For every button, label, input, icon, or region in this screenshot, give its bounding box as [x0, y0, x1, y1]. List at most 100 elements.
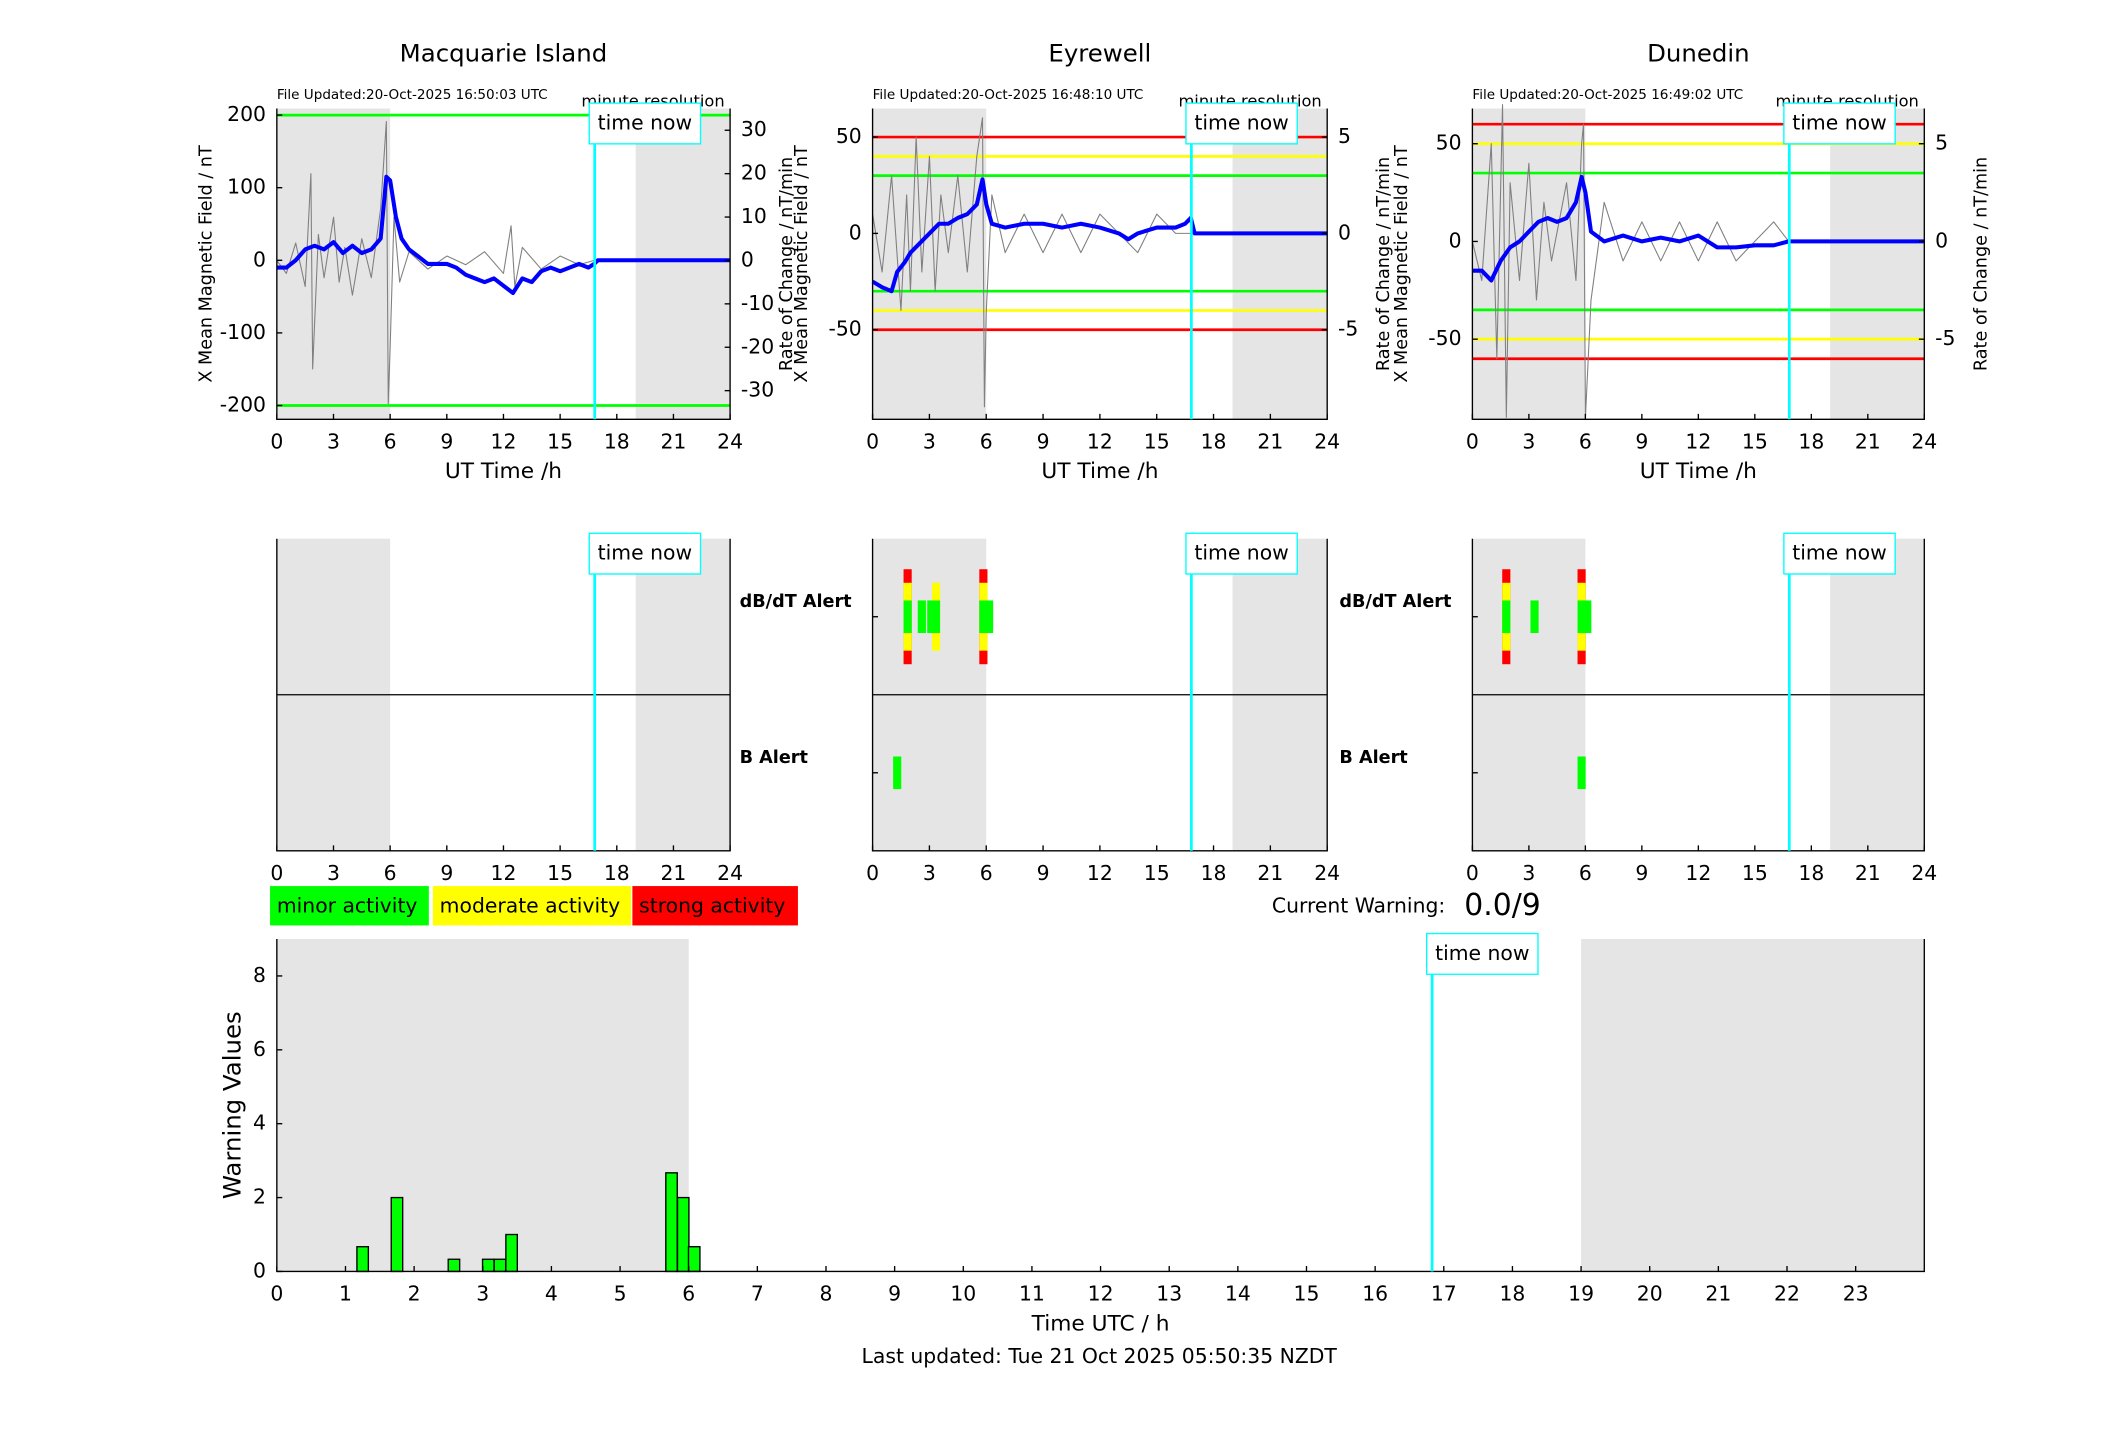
x-axis-label: Time UTC / h [1031, 1311, 1170, 1336]
y-tick-label: 50 [836, 124, 862, 148]
time-now-box [588, 532, 702, 575]
x-tick-label: 7 [751, 1282, 764, 1306]
x-tick-label: 3 [327, 861, 340, 885]
alert-label: dB/dT Alert [740, 592, 853, 612]
time-now-label: time now [598, 110, 692, 134]
y-tick-label: 0 [253, 247, 266, 271]
y-axis-label: X Mean Magnetic Field / nT [196, 145, 216, 383]
x-tick-label: 12 [491, 429, 517, 453]
x-tick-label: 0 [866, 861, 879, 885]
x-tick-label: 15 [547, 429, 573, 453]
y2-tick-label: 0 [1935, 228, 1948, 252]
y-axis-label: X Mean Magnetic Field / nT [1392, 145, 1412, 383]
bar [687, 1246, 701, 1273]
y-axis-label: X Mean Magnetic Field / nT [792, 145, 812, 383]
x-tick-label: 18 [1201, 429, 1227, 453]
time-now-label: time now [1792, 110, 1886, 134]
night-shade [1830, 108, 1925, 420]
legend-swatch [632, 886, 798, 926]
x-axis-label: UT Time /h [445, 459, 562, 484]
x-tick-label: 15 [1742, 429, 1768, 453]
x-tick-label: 21 [1855, 429, 1881, 453]
chart-title: Eyrewell [1048, 38, 1151, 67]
y2-tick-label: -20 [741, 334, 774, 358]
x-tick-label: 3 [923, 429, 936, 453]
x-tick-label: 12 [491, 861, 517, 885]
y2-tick-label: 10 [741, 204, 767, 228]
file-updated: File Updated:20-Oct-2025 16:48:10 UTC [873, 87, 1144, 103]
night-shade [635, 108, 731, 420]
x-tick-label: 13 [1156, 1282, 1182, 1306]
x-tick-label: 4 [545, 1282, 558, 1306]
x-tick-label: 3 [476, 1282, 489, 1306]
y2-tick-label: 20 [741, 161, 767, 185]
y-tick-label: 0 [253, 1258, 266, 1282]
chart-title: Dunedin [1647, 38, 1750, 67]
x-tick-label: 15 [1742, 861, 1768, 885]
y-tick-label: -50 [828, 317, 861, 341]
field-line [276, 174, 731, 295]
x-tick-label: 6 [384, 429, 397, 453]
alert-bar [917, 600, 926, 634]
rate-line [872, 117, 1191, 408]
y-tick-label: 8 [253, 963, 266, 987]
bar [493, 1258, 507, 1273]
y-tick-label: 6 [253, 1037, 266, 1061]
y-tick-label: 4 [253, 1111, 266, 1135]
x-tick-label: 6 [682, 1282, 695, 1306]
rate-line [1471, 104, 1790, 418]
x-tick-label: 0 [866, 429, 879, 453]
y-tick-label: -100 [220, 320, 266, 344]
x-tick-label: 9 [1635, 429, 1648, 453]
x-tick-label: 6 [1579, 861, 1592, 885]
x-tick-label: 1 [339, 1282, 352, 1306]
x-tick-label: 12 [1087, 861, 1113, 885]
x-tick-label: 6 [980, 861, 993, 885]
x-tick-label: 3 [1522, 429, 1535, 453]
time-now-box [1185, 102, 1298, 145]
x-tick-label: 24 [1314, 861, 1340, 885]
x-tick-label: 21 [1257, 861, 1283, 885]
y2-axis-label: Rate of Change / nT/min [1374, 157, 1394, 371]
legend-label: strong activity [639, 893, 785, 917]
x-tick-label: 8 [820, 1282, 833, 1306]
x-tick-label: 24 [717, 861, 743, 885]
alert-bar [893, 756, 902, 790]
y-tick-label: -50 [1428, 326, 1461, 350]
current-warning-label: Current Warning: [1272, 893, 1445, 917]
alert-bar [1530, 600, 1539, 634]
x-tick-label: 14 [1225, 1282, 1251, 1306]
night-shade [1472, 108, 1586, 420]
time-now-box [588, 102, 702, 145]
x-tick-label: 17 [1431, 1282, 1457, 1306]
y-tick-label: 50 [1436, 131, 1462, 155]
time-now-box [1185, 532, 1298, 575]
alert-label: dB/dT Alert [1339, 592, 1452, 612]
alert-bar [985, 600, 994, 634]
x-tick-label: 12 [1087, 429, 1113, 453]
field-line [871, 177, 1328, 294]
x-tick-label: 16 [1362, 1282, 1388, 1306]
legend-label: minor activity [277, 893, 418, 917]
x-tick-label: 19 [1568, 1282, 1594, 1306]
y2-axis-label: Rate of Change / nT/min [777, 157, 797, 371]
x-tick-label: 12 [1088, 1282, 1114, 1306]
y2-tick-label: -5 [1935, 326, 1955, 350]
file-updated: File Updated:20-Oct-2025 16:49:02 UTC [1472, 87, 1743, 103]
x-tick-label: 6 [980, 429, 993, 453]
night-shade [1581, 939, 1925, 1272]
alert-bar [1577, 600, 1586, 634]
field-line [1472, 174, 1925, 283]
legend-swatch [432, 886, 632, 926]
x-tick-label: 15 [1144, 429, 1170, 453]
y-tick-label: 200 [227, 102, 266, 126]
x-tick-label: 9 [440, 861, 453, 885]
y2-tick-label: 5 [1338, 124, 1351, 148]
x-tick-label: 15 [1144, 861, 1170, 885]
night-shade [1232, 108, 1328, 420]
bar [676, 1196, 690, 1273]
y2-tick-label: 0 [1338, 220, 1351, 244]
x-tick-label: 12 [1685, 429, 1711, 453]
